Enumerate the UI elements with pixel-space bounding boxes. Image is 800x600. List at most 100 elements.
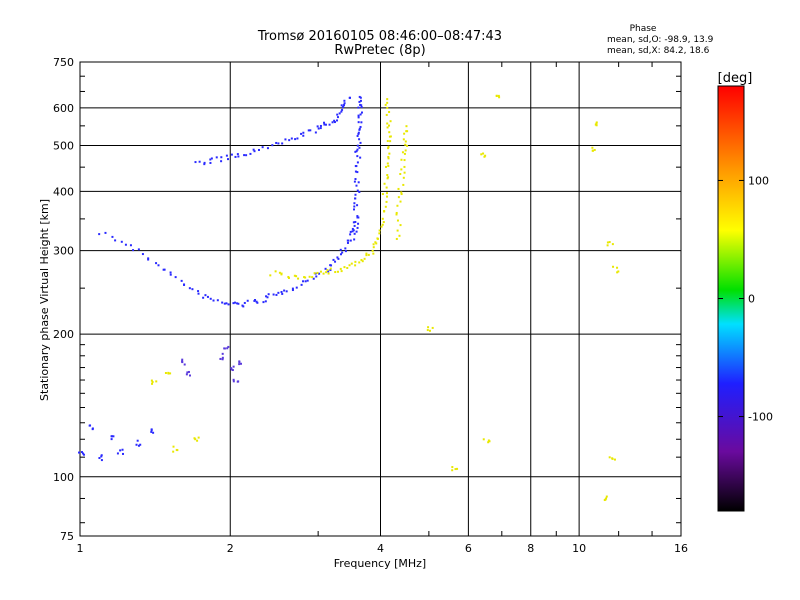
- echo-point: [497, 94, 500, 97]
- echo-point: [351, 227, 354, 230]
- echo-point: [397, 196, 400, 199]
- echo-point: [365, 252, 368, 255]
- echo-point: [612, 265, 615, 268]
- echo-point: [400, 193, 403, 196]
- echo-point: [336, 113, 339, 116]
- echo-point: [359, 96, 362, 99]
- echo-point: [327, 270, 330, 273]
- echo-point: [404, 140, 407, 143]
- echo-point: [78, 451, 81, 454]
- echo-point: [344, 250, 347, 253]
- echo-point: [236, 302, 239, 305]
- echo-point: [398, 234, 401, 237]
- echo-point: [223, 302, 226, 305]
- echo-point: [332, 258, 335, 261]
- echo-point: [284, 138, 287, 141]
- echo-point: [347, 239, 350, 242]
- echo-point: [389, 120, 392, 123]
- echo-point: [306, 279, 309, 282]
- echo-point: [388, 111, 391, 114]
- echo-point: [336, 256, 339, 259]
- echo-point: [353, 180, 356, 183]
- echo-point: [147, 258, 150, 261]
- echo-point: [302, 280, 305, 283]
- echo-point: [356, 134, 359, 137]
- echo-point: [110, 438, 113, 441]
- echo-point: [82, 452, 85, 455]
- echo-point: [169, 273, 172, 276]
- echo-point: [333, 119, 336, 122]
- echo-point: [616, 271, 619, 274]
- echo-point: [386, 126, 389, 129]
- echo-point: [327, 272, 330, 275]
- grid-lines: [80, 62, 681, 536]
- echo-point: [357, 114, 360, 117]
- echo-point: [151, 381, 154, 384]
- echo-point: [388, 124, 391, 127]
- echo-point: [355, 184, 358, 187]
- echo-point: [359, 99, 362, 102]
- echo-point: [487, 441, 490, 444]
- echo-point: [294, 138, 297, 141]
- echo-point: [198, 160, 201, 163]
- echo-point: [336, 119, 339, 122]
- echo-point: [334, 271, 337, 274]
- echo-point: [360, 106, 363, 109]
- echo-point: [451, 466, 454, 469]
- echo-point: [383, 210, 386, 213]
- y-tick-label: 200: [53, 328, 74, 341]
- echo-point: [403, 171, 406, 174]
- echo-point: [300, 283, 303, 286]
- echo-point: [252, 148, 255, 151]
- echo-point: [221, 358, 224, 361]
- echo-point: [356, 215, 359, 218]
- echo-point: [329, 264, 332, 267]
- echo-point: [110, 435, 113, 438]
- echo-point: [280, 290, 283, 293]
- echo-point: [339, 253, 342, 256]
- echo-point: [359, 125, 362, 128]
- echo-point: [360, 258, 363, 261]
- echo-point: [356, 155, 359, 158]
- echo-point: [157, 264, 160, 267]
- phase-stats-x: mean, sd,X: 84.2, 18.6: [607, 46, 710, 56]
- echo-point: [388, 131, 391, 134]
- echo-point: [375, 242, 378, 245]
- echo-point: [396, 204, 399, 207]
- echo-point: [256, 301, 259, 304]
- echo-point: [272, 293, 275, 296]
- echo-point: [402, 138, 405, 141]
- y-tick-label: 400: [53, 185, 74, 198]
- echo-point: [318, 272, 321, 275]
- echo-point: [206, 295, 209, 298]
- echo-point: [384, 205, 387, 208]
- echo-point: [454, 468, 457, 471]
- echo-point: [302, 134, 305, 137]
- echo-point: [359, 156, 362, 159]
- echo-point: [348, 264, 351, 267]
- echo-point: [605, 497, 608, 500]
- echo-point: [349, 239, 352, 242]
- echo-point: [325, 271, 328, 274]
- echo-point: [114, 239, 117, 242]
- echo-point: [223, 347, 226, 350]
- echo-point: [295, 275, 298, 278]
- echo-point: [209, 158, 212, 161]
- echo-point: [220, 160, 223, 163]
- echo-point: [340, 110, 343, 113]
- echo-point: [275, 141, 278, 144]
- echo-point: [488, 440, 491, 443]
- echo-point: [277, 142, 280, 145]
- echo-point: [249, 152, 252, 155]
- echo-point: [231, 369, 234, 372]
- echo-point: [397, 187, 400, 190]
- echo-point: [352, 229, 355, 232]
- echo-point: [88, 424, 91, 427]
- echo-point: [163, 268, 166, 271]
- echo-point: [225, 154, 228, 157]
- x-tick-label: 2: [227, 542, 234, 555]
- echo-point: [234, 155, 237, 158]
- echo-point: [326, 269, 329, 272]
- echo-point: [355, 150, 358, 153]
- echo-point: [358, 146, 361, 149]
